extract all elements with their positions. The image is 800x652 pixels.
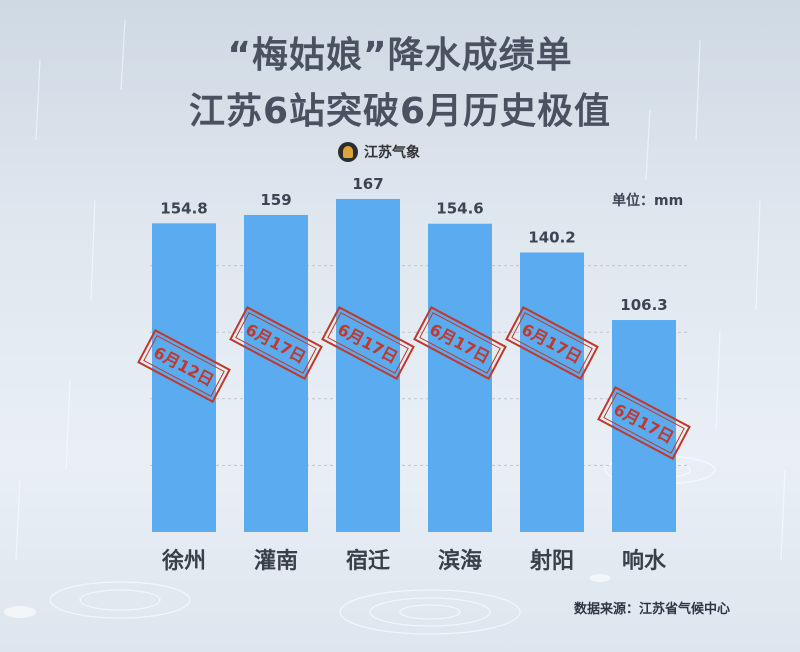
value-label-1: 154.8 xyxy=(160,199,207,217)
value-label-3: 167 xyxy=(352,175,383,193)
bar-6 xyxy=(612,320,676,532)
value-label-2: 159 xyxy=(260,191,291,209)
bar-1 xyxy=(152,223,216,532)
date-stamp-border-4 xyxy=(413,306,507,380)
source-label: 数据来源：江苏省气候中心 xyxy=(574,602,731,617)
date-stamp-border-5 xyxy=(505,306,599,380)
bar-2 xyxy=(244,214,308,533)
chart-title-line2: 江苏6站突破6月历史极值 xyxy=(188,91,612,132)
date-stamp-inner-border-1 xyxy=(143,335,225,397)
date-stamp-border-3 xyxy=(321,306,415,380)
date-stamp-border-6 xyxy=(597,386,691,460)
brand-logo-icon xyxy=(338,142,358,162)
date-stamp-inner-border-3 xyxy=(327,312,409,374)
chart-title-line1: “梅姑娘”降水成绩单 xyxy=(227,35,573,76)
date-stamp-inner-border-2 xyxy=(235,312,317,374)
value-label-6: 106.3 xyxy=(620,296,667,314)
bar-3 xyxy=(336,199,400,532)
category-label-4: 滨海 xyxy=(438,548,482,574)
category-label-2: 灌南 xyxy=(254,548,298,574)
bar-5 xyxy=(520,252,584,532)
date-stamp-inner-border-6 xyxy=(603,392,685,454)
category-label-3: 宿迁 xyxy=(346,548,390,574)
value-label-4: 154.6 xyxy=(436,200,483,218)
date-stamp-inner-border-5 xyxy=(511,312,593,374)
date-stamp-border-1 xyxy=(137,329,231,403)
date-stamp-border-2 xyxy=(229,306,323,380)
unit-label: 单位：mm xyxy=(612,193,684,209)
brand-logo-text: 江苏气象 xyxy=(364,145,420,161)
category-label-5: 射阳 xyxy=(529,548,574,574)
brand-logo: 江苏气象 xyxy=(338,142,420,162)
date-stamp-inner-border-4 xyxy=(419,312,501,374)
bar-4 xyxy=(428,223,492,532)
value-label-5: 140.2 xyxy=(528,228,575,246)
category-label-1: 徐州 xyxy=(161,548,206,574)
category-label-6: 响水 xyxy=(622,548,667,574)
